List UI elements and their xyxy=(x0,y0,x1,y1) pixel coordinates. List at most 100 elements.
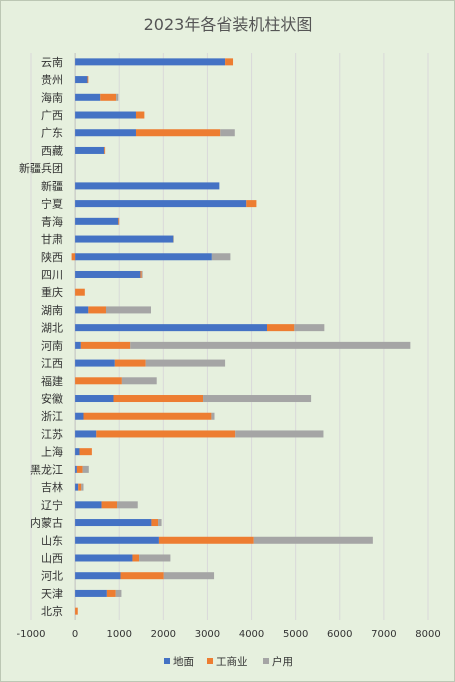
bar-0-24 xyxy=(75,483,79,491)
category-label-16: 河南 xyxy=(41,339,63,352)
bar-1-15 xyxy=(266,324,295,332)
bar-0-3 xyxy=(75,111,136,119)
category-label-9: 青海 xyxy=(41,214,63,228)
bar-2-2 xyxy=(116,93,119,101)
legend: 地面 工商业 户用 xyxy=(164,655,293,668)
bar-2-29 xyxy=(163,572,215,580)
bar-1-11 xyxy=(71,253,76,261)
x-tick-label-4: 3000 xyxy=(195,629,220,640)
bar-1-9 xyxy=(118,217,120,225)
chart-title: 2023年各省装机柱状图 xyxy=(144,15,313,34)
bar-1-5 xyxy=(104,146,106,154)
bar-2-24 xyxy=(81,483,84,491)
bar-1-1 xyxy=(87,76,89,84)
bar-2-4 xyxy=(220,129,235,137)
bar-1-22 xyxy=(79,448,92,456)
category-label-24: 吉林 xyxy=(41,480,63,494)
bar-2-25 xyxy=(117,501,138,509)
bar-1-28 xyxy=(132,554,140,562)
bar-1-16 xyxy=(80,341,131,349)
bar-2-30 xyxy=(115,589,122,597)
bar-0-30 xyxy=(75,589,107,597)
bar-0-22 xyxy=(75,448,80,456)
category-label-23: 黑龙江 xyxy=(30,463,63,476)
bar-1-0 xyxy=(225,58,234,66)
bar-0-17 xyxy=(75,359,115,367)
bar-0-11 xyxy=(75,253,212,261)
bar-0-4 xyxy=(75,129,136,137)
category-label-6: 新疆兵团 xyxy=(19,161,63,175)
bar-0-14 xyxy=(75,306,89,314)
bar-2-15 xyxy=(294,324,325,332)
x-tick-labels: -1000 0 1000 2000 3000 4000 5000 6000 7000 8000 xyxy=(16,629,440,640)
category-label-30: 天津 xyxy=(41,587,63,600)
legend-swatch-0 xyxy=(164,658,170,664)
x-tick-label-5: 4000 xyxy=(239,629,264,640)
category-label-15: 湖北 xyxy=(41,322,63,335)
bar-0-26 xyxy=(75,519,152,527)
x-tick-label-0: -1000 xyxy=(16,629,45,640)
category-label-8: 宁夏 xyxy=(41,197,63,211)
category-label-5: 西藏 xyxy=(41,144,63,157)
bar-2-21 xyxy=(235,430,324,438)
category-label-25: 辽宁 xyxy=(41,498,63,512)
bar-0-16 xyxy=(75,341,81,349)
bar-0-23 xyxy=(75,465,77,473)
grid-layer xyxy=(30,53,429,620)
x-tick-label-7: 6000 xyxy=(327,629,352,640)
category-label-13: 重庆 xyxy=(41,285,63,299)
x-tick-label-1: 0 xyxy=(72,629,78,640)
bar-2-27 xyxy=(253,536,373,544)
bar-1-25 xyxy=(101,501,118,509)
bar-2-10 xyxy=(173,235,174,243)
bar-2-28 xyxy=(139,554,171,562)
bar-2-14 xyxy=(105,306,151,314)
bar-0-5 xyxy=(75,146,105,154)
category-label-12: 四川 xyxy=(41,268,63,281)
category-label-19: 安徽 xyxy=(41,392,63,406)
bar-2-19 xyxy=(203,395,312,403)
bar-0-7 xyxy=(75,182,220,190)
bar-0-25 xyxy=(75,501,102,509)
bar-0-10 xyxy=(75,235,174,243)
bar-0-20 xyxy=(75,412,84,420)
category-label-22: 上海 xyxy=(41,445,63,459)
category-label-27: 山东 xyxy=(41,534,63,547)
bar-0-2 xyxy=(75,93,101,101)
bar-1-31 xyxy=(75,607,78,615)
bar-2-20 xyxy=(211,412,215,420)
category-label-29: 河北 xyxy=(41,570,63,583)
category-label-26: 内蒙古 xyxy=(30,516,63,530)
legend-swatch-2 xyxy=(263,658,269,664)
legend-swatch-1 xyxy=(207,658,213,664)
bar-0-9 xyxy=(75,217,119,225)
legend-label-0: 地面 xyxy=(173,655,194,668)
category-label-31: 北京 xyxy=(41,604,63,618)
bar-1-12 xyxy=(140,270,142,278)
bar-1-3 xyxy=(135,111,145,119)
category-label-3: 广西 xyxy=(41,109,63,122)
category-label-20: 浙江 xyxy=(41,410,63,423)
bar-1-23 xyxy=(76,465,83,473)
bar-1-24 xyxy=(78,483,82,491)
bar-1-17 xyxy=(114,359,146,367)
category-labels: 云南贵州海南广西广东西藏新疆兵团新疆宁夏青海甘肃陕西四川重庆湖南湖北河南江西福建… xyxy=(19,56,63,618)
bar-1-27 xyxy=(158,536,254,544)
bar-2-18 xyxy=(121,377,157,385)
category-label-7: 新疆 xyxy=(41,179,63,193)
bar-2-17 xyxy=(145,359,226,367)
x-tick-label-2: 1000 xyxy=(106,629,131,640)
bar-0-12 xyxy=(75,270,141,278)
bar-1-18 xyxy=(75,377,122,385)
category-label-18: 福建 xyxy=(41,374,63,388)
category-label-21: 江苏 xyxy=(41,428,63,441)
bar-1-2 xyxy=(100,93,117,101)
category-label-1: 贵州 xyxy=(41,74,63,87)
bar-1-19 xyxy=(113,395,204,403)
bar-0-29 xyxy=(75,572,121,580)
bar-0-1 xyxy=(75,76,88,84)
bar-0-21 xyxy=(75,430,97,438)
bar-2-26 xyxy=(158,519,162,527)
bar-0-28 xyxy=(75,554,133,562)
